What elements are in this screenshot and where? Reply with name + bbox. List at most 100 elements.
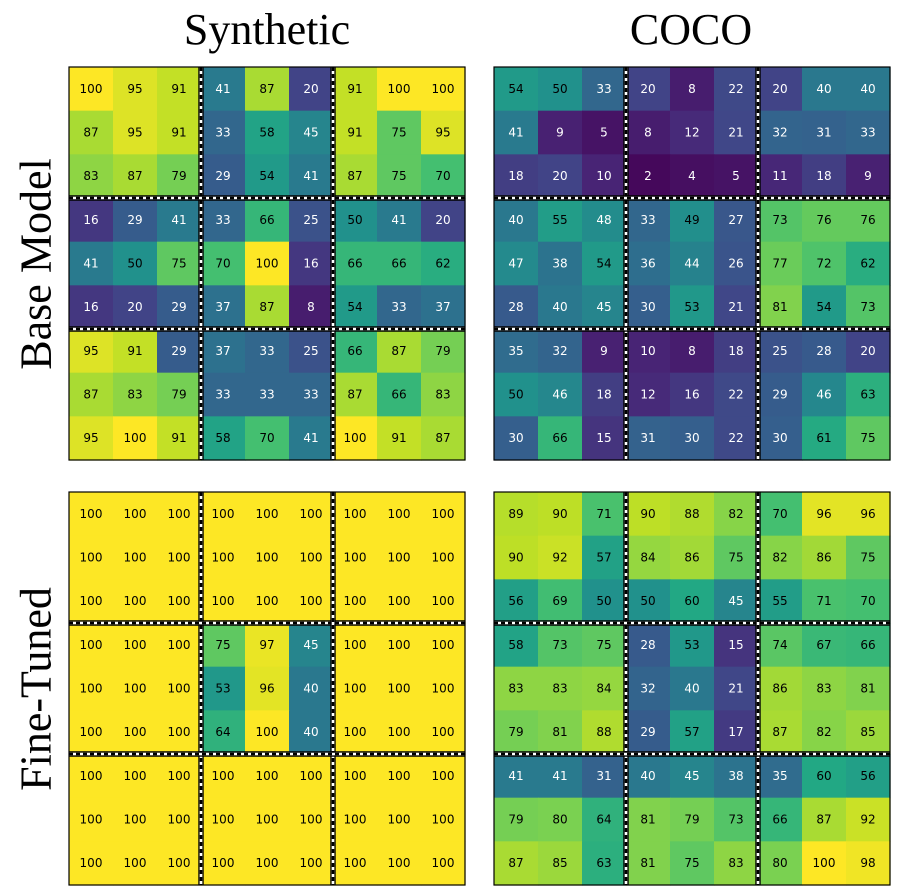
fine-tuned-coco-cell-label-r0-c6: 70: [772, 507, 787, 521]
base-model-synthetic-cell-label-r7-c0: 87: [83, 388, 98, 402]
base-model-synthetic-cell-label-r6-c6: 66: [347, 344, 362, 358]
base-model-synthetic-cell-r0-c2: [157, 67, 202, 112]
fine-tuned-synthetic-cell-label-r4-c1: 100: [124, 682, 147, 696]
fine-tuned-synthetic-cell-r4-c4: [245, 666, 290, 711]
base-model-synthetic-cell-label-r3-c6: 50: [347, 213, 362, 227]
fine-tuned-coco-cell-label-r1-c8: 75: [860, 551, 875, 565]
fine-tuned-coco-cell-label-r4-c5: 21: [728, 682, 743, 696]
fine-tuned-synthetic-cell-label-r6-c1: 100: [124, 769, 147, 783]
base-model-synthetic-cell-r3-c1: [113, 198, 158, 243]
fine-tuned-coco-cell-r0-c8: [846, 492, 891, 537]
base-model-coco-cell-label-r7-c3: 12: [640, 388, 655, 402]
fine-tuned-coco-cell-label-r5-c1: 81: [552, 725, 567, 739]
fine-tuned-synthetic-cell-r3-c8: [421, 623, 466, 668]
fine-tuned-coco-cell-label-r1-c3: 84: [640, 551, 655, 565]
base-model-synthetic-cell-r5-c2: [157, 285, 202, 330]
base-model-coco-cell-r8-c3: [626, 416, 671, 461]
fine-tuned-coco-cell-label-r0-c0: 89: [508, 507, 523, 521]
base-model-coco-cell-r0-c1: [538, 67, 583, 112]
fine-tuned-coco-cell-label-r7-c1: 80: [552, 813, 567, 827]
fine-tuned-coco-cell-r1-c0: [494, 535, 539, 580]
base-model-synthetic-cell-label-r5-c8: 37: [435, 300, 450, 314]
fine-tuned-synthetic-cell-label-r2-c5: 100: [300, 594, 323, 608]
base-model-coco-cell-label-r4-c1: 38: [552, 257, 567, 271]
base-model-synthetic-cell-r2-c8: [421, 154, 466, 199]
base-model-coco-cell-label-r7-c8: 63: [860, 388, 875, 402]
base-model-coco-cell-r6-c6: [758, 329, 803, 374]
base-model-coco-cell-r0-c3: [626, 67, 671, 112]
base-model-synthetic-cell-r2-c2: [157, 154, 202, 199]
fine-tuned-synthetic-cell-r3-c5: [289, 623, 334, 668]
base-model-synthetic-cell-r0-c0: [69, 67, 114, 112]
base-model-synthetic-cell-r4-c3: [201, 241, 246, 286]
base-model-coco-cell-label-r0-c4: 8: [688, 82, 696, 96]
base-model-synthetic-cell-label-r5-c7: 33: [391, 300, 406, 314]
base-model-synthetic-cell-r8-c0: [69, 416, 114, 461]
fine-tuned-coco-cell-r6-c5: [714, 754, 759, 799]
fine-tuned-synthetic-cell-r0-c3: [201, 492, 246, 537]
base-model-coco-cell-r4-c6: [758, 241, 803, 286]
fine-tuned-coco-cell-r1-c4: [670, 535, 715, 580]
base-model-coco-cell-label-r4-c4: 44: [684, 257, 699, 271]
fine-tuned-synthetic-cell-r8-c1: [113, 841, 158, 886]
fine-tuned-coco-cell-label-r2-c8: 70: [860, 594, 875, 608]
base-model-coco-cell-label-r5-c0: 28: [508, 300, 523, 314]
fine-tuned-synthetic-cell-r4-c3: [201, 666, 246, 711]
fine-tuned-coco-cell-r2-c0: [494, 579, 539, 624]
fine-tuned-coco-cell-label-r1-c2: 57: [596, 551, 611, 565]
base-model-synthetic-cell-r0-c5: [289, 67, 334, 112]
base-model-synthetic-cell-label-r3-c3: 33: [215, 213, 230, 227]
base-model-coco-cell-r0-c5: [714, 67, 759, 112]
base-model-synthetic-cell-r1-c4: [245, 110, 290, 155]
fine-tuned-coco-cell-label-r8-c8: 98: [860, 856, 875, 870]
base-model-coco-cell-label-r4-c7: 72: [816, 257, 831, 271]
fine-tuned-synthetic-cell-r8-c0: [69, 841, 114, 886]
base-model-coco-cell-label-r3-c5: 27: [728, 213, 743, 227]
base-model-synthetic-cell-label-r6-c2: 29: [171, 344, 186, 358]
fine-tuned-coco-cell-label-r2-c0: 56: [508, 594, 523, 608]
fine-tuned-synthetic-cell-label-r6-c3: 100: [212, 769, 235, 783]
base-model-coco-cell-r8-c4: [670, 416, 715, 461]
fine-tuned-synthetic-cell-label-r7-c5: 100: [300, 813, 323, 827]
fine-tuned-coco-cell-label-r4-c2: 84: [596, 682, 611, 696]
base-model-synthetic-cell-r1-c0: [69, 110, 114, 155]
fine-tuned-coco-cell-label-r4-c7: 83: [816, 682, 831, 696]
fine-tuned-synthetic-cell-r6-c2: [157, 754, 202, 799]
base-model-synthetic-cell-label-r7-c3: 33: [215, 388, 230, 402]
fine-tuned-coco-cell-label-r0-c3: 90: [640, 507, 655, 521]
fine-tuned-synthetic-cell-label-r0-c0: 100: [80, 507, 103, 521]
fine-tuned-synthetic-cell-label-r5-c0: 100: [80, 725, 103, 739]
fine-tuned-coco-cell-label-r8-c3: 81: [640, 856, 655, 870]
base-model-synthetic-cell-label-r1-c0: 87: [83, 126, 98, 140]
base-model-coco-cell-label-r4-c8: 62: [860, 257, 875, 271]
base-model-coco-cell-label-r2-c5: 5: [732, 169, 740, 183]
base-model-coco-cell-label-r0-c3: 20: [640, 82, 655, 96]
base-model-coco-cell-label-r2-c3: 2: [644, 169, 652, 183]
fine-tuned-synthetic-cell-r5-c3: [201, 710, 246, 755]
fine-tuned-synthetic-cell-label-r7-c8: 100: [432, 813, 455, 827]
fine-tuned-synthetic-cell-label-r7-c7: 100: [388, 813, 411, 827]
fine-tuned-coco-cell-label-r5-c5: 17: [728, 725, 743, 739]
base-model-synthetic-cell-label-r4-c5: 16: [303, 257, 318, 271]
fine-tuned-synthetic-cell-r4-c7: [377, 666, 422, 711]
fine-tuned-synthetic-cell-r7-c5: [289, 797, 334, 842]
base-model-coco-cell-label-r6-c1: 32: [552, 344, 567, 358]
fine-tuned-coco-cell-label-r0-c5: 82: [728, 507, 743, 521]
base-model-coco-cell-r8-c6: [758, 416, 803, 461]
fine-tuned-synthetic-cell-label-r6-c4: 100: [256, 769, 279, 783]
fine-tuned-synthetic-cell-label-r2-c8: 100: [432, 594, 455, 608]
fine-tuned-coco-cell-label-r3-c7: 67: [816, 638, 831, 652]
base-model-coco-cell-label-r2-c4: 4: [688, 169, 696, 183]
column-title-synthetic: Synthetic: [183, 5, 351, 54]
base-model-coco-cell-label-r4-c2: 54: [596, 257, 611, 271]
base-model-synthetic-cell-r0-c3: [201, 67, 246, 112]
base-model-coco-cell-r3-c4: [670, 198, 715, 243]
fine-tuned-synthetic-cell-label-r4-c3: 53: [215, 682, 230, 696]
base-model-synthetic-cell-r3-c3: [201, 198, 246, 243]
base-model-synthetic-cell-r5-c0: [69, 285, 114, 330]
base-model-synthetic-cell-label-r6-c8: 79: [435, 344, 450, 358]
base-model-synthetic-cell-r8-c5: [289, 416, 334, 461]
base-model-coco-cell-label-r5-c1: 40: [552, 300, 567, 314]
fine-tuned-synthetic-cell-label-r8-c6: 100: [344, 856, 367, 870]
fine-tuned-coco-cell-r2-c6: [758, 579, 803, 624]
